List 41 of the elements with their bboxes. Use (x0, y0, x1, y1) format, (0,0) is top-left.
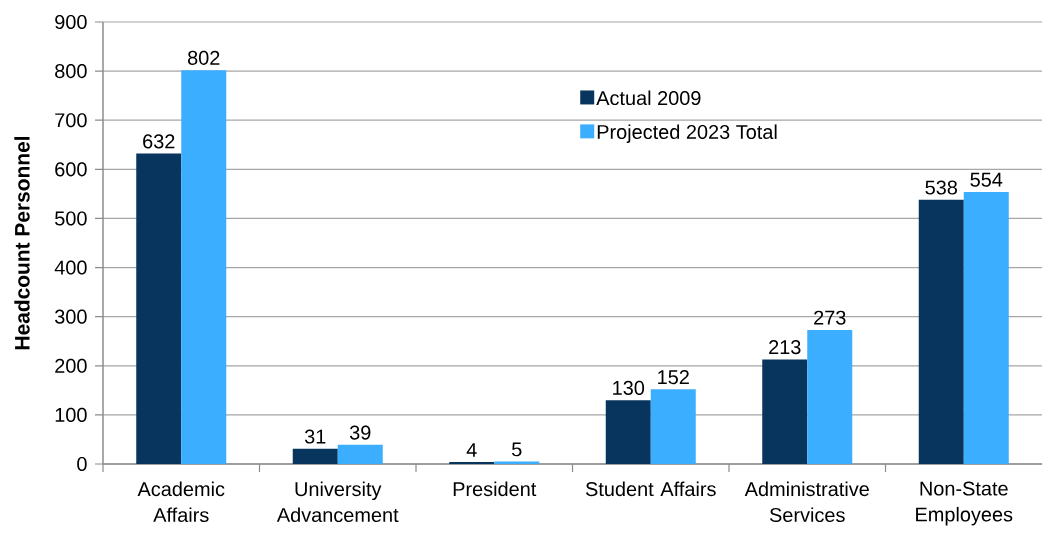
bar (136, 153, 182, 464)
y-tick-label: 0 (77, 456, 87, 472)
y-tick-label: 200 (55, 358, 87, 373)
bar (292, 448, 338, 464)
data-label: 130 (613, 380, 645, 395)
y-tick-label: 500 (55, 211, 87, 226)
bar (605, 400, 651, 464)
bar (337, 444, 383, 464)
data-label: 152 (658, 370, 689, 385)
data-label: 213 (769, 340, 801, 355)
data-label: 273 (814, 310, 846, 325)
x-tick-label: Administrative Services (744, 481, 869, 523)
y-tick-label: 700 (55, 113, 87, 128)
legend-label: Projected 2023 Total (597, 124, 777, 143)
data-label: 554 (970, 172, 1003, 187)
y-tick-label: 300 (55, 309, 87, 324)
data-label: 632 (143, 134, 175, 149)
y-tick-label: 600 (55, 162, 87, 177)
x-tick-label: Non-State Employees (916, 481, 1013, 526)
bar (918, 199, 964, 464)
y-axis-title: Headcount Personnel (14, 136, 30, 350)
y-tick-label: 100 (55, 407, 87, 422)
data-label: 538 (925, 180, 958, 195)
y-tick-label: 800 (55, 64, 87, 79)
y-tick-label: 900 (55, 14, 87, 30)
data-label: 5 (512, 442, 522, 457)
bar (650, 389, 696, 464)
data-label: 31 (304, 429, 326, 444)
data-label: 4 (466, 443, 477, 457)
bar (963, 191, 1009, 464)
x-tick-label: President (453, 481, 537, 497)
x-tick-label: Academic Affairs (137, 481, 225, 523)
bar (181, 70, 227, 464)
y-tick-label: 400 (54, 260, 87, 275)
bar (762, 359, 808, 464)
data-label: 802 (187, 50, 220, 65)
bar (807, 329, 853, 464)
data-label: 39 (349, 425, 371, 440)
legend-label: Actual 2009 (596, 90, 701, 106)
x-tick-label: University Advancement (276, 481, 399, 523)
x-tick-label: Student Affairs (585, 481, 716, 497)
